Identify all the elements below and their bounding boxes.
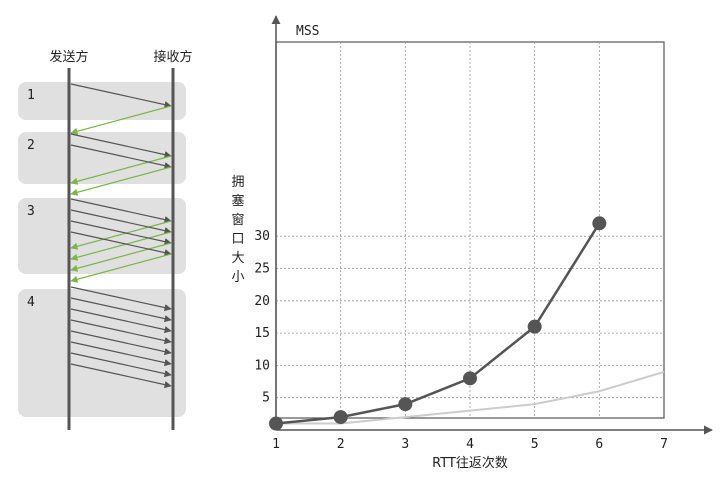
round-label-3: 3 <box>27 204 35 219</box>
data-segment-arrow <box>70 297 172 323</box>
y-axis-label: 拥塞窗口大小 <box>231 175 244 285</box>
data-point <box>269 416 283 431</box>
data-point <box>527 319 542 334</box>
data-point <box>463 371 477 386</box>
ack-arrow <box>70 105 172 135</box>
round-label-4: 4 <box>27 295 35 310</box>
round-label-1: 1 <box>27 88 35 103</box>
slow-start-sequence-diagram: 发送方 接收方 1 2 3 4 <box>18 49 193 430</box>
data-segment-arrow <box>70 308 172 334</box>
round-box-4 <box>18 289 186 417</box>
y-tick-label: 10 <box>254 358 270 373</box>
grid-lines <box>276 42 664 418</box>
data-segment-arrow <box>70 341 172 367</box>
sender-label: 发送方 <box>49 49 88 65</box>
receiver-label: 接收方 <box>153 49 192 65</box>
ack-arrow <box>70 155 172 185</box>
round-box-2 <box>18 132 186 184</box>
data-segment-arrow <box>70 209 172 235</box>
data-segment-arrow <box>70 330 172 356</box>
data-segment-arrow <box>70 363 172 389</box>
y-tick-label: 15 <box>254 326 270 341</box>
round-box-3 <box>18 198 186 274</box>
x-tick-labels: 1 2 3 4 5 6 7 <box>272 437 668 452</box>
data-segment-arrow <box>70 83 172 109</box>
data-segment-arrow <box>70 198 172 224</box>
x-tick-label: 7 <box>660 437 668 452</box>
cwnd-chart: MSS 拥塞窗口大小 RTT往返次数 1 2 3 4 5 6 7 5 10 15 20 25 30 <box>231 15 713 471</box>
y-tick-labels: 5 10 15 20 25 30 <box>254 229 270 406</box>
data-point <box>592 216 607 231</box>
data-segment-arrow <box>70 286 172 312</box>
segment-arrows: 1 2 3 4 <box>27 83 172 389</box>
data-segment-arrow <box>70 352 172 378</box>
x-tick-label: 5 <box>531 437 539 452</box>
data-segment-arrow <box>70 133 172 159</box>
data-segment-arrow <box>70 319 172 345</box>
x-axis-label: RTT往返次数 <box>432 455 508 471</box>
data-segment-arrow <box>70 231 172 257</box>
data-point <box>333 410 348 425</box>
x-tick-label: 4 <box>466 437 474 452</box>
x-tick-label: 2 <box>337 437 345 452</box>
round-box-1 <box>18 82 186 120</box>
data-segment-arrow <box>70 220 172 246</box>
round-boxes <box>18 82 186 417</box>
y-tick-label: 5 <box>262 391 270 406</box>
y-tick-label: 25 <box>254 262 270 277</box>
series-lines <box>269 216 665 431</box>
data-point <box>398 397 413 412</box>
ack-arrow <box>70 166 172 196</box>
ack-arrow <box>70 220 172 250</box>
y-tick-label: 20 <box>254 294 270 309</box>
y-unit-label: MSS <box>296 24 319 39</box>
ack-arrow <box>70 231 172 261</box>
ack-arrow <box>70 242 172 272</box>
series-line-cwnd <box>275 222 601 425</box>
y-tick-label: 30 <box>254 229 270 244</box>
x-tick-label: 3 <box>401 437 409 452</box>
data-segment-arrow <box>70 144 172 170</box>
x-tick-label: 6 <box>595 437 603 452</box>
round-label-2: 2 <box>27 138 35 153</box>
ack-arrow <box>70 253 172 283</box>
x-tick-label: 1 <box>272 437 280 452</box>
